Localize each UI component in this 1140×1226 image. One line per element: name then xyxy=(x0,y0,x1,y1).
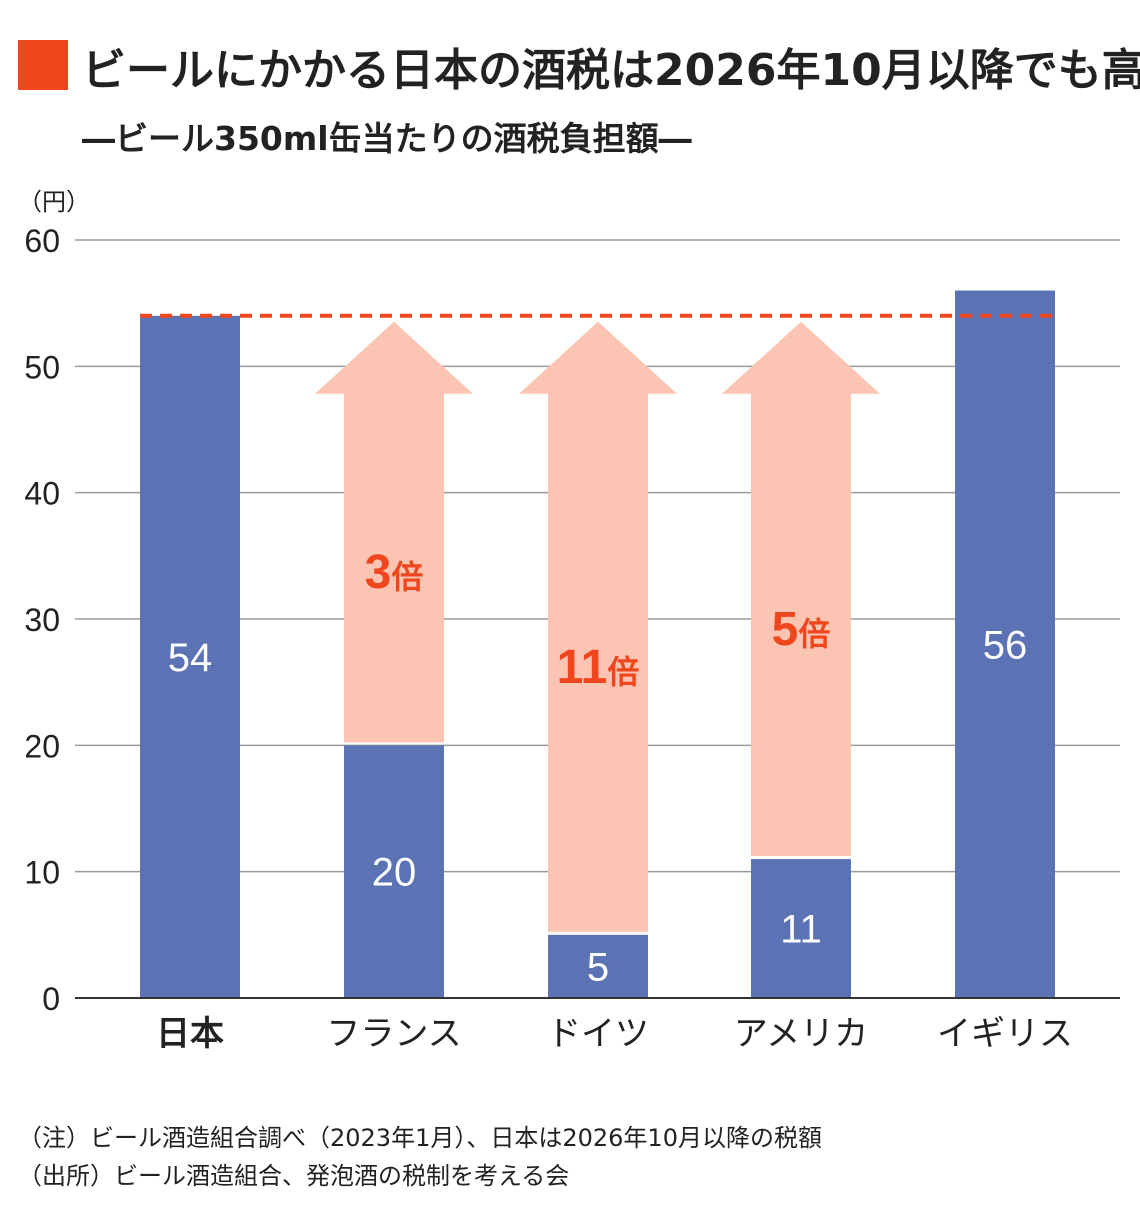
multiplier-label: 11倍 xyxy=(557,641,640,694)
chart-title: ビールにかかる日本の酒税は2026年10月以降でも高い xyxy=(82,45,1140,96)
bar xyxy=(751,859,851,998)
y-tick-label: 60 xyxy=(24,223,60,259)
y-tick-label: 30 xyxy=(24,602,60,638)
x-tick-label: 日本 xyxy=(156,1015,224,1053)
bar xyxy=(140,315,240,998)
increase-arrow xyxy=(519,321,677,932)
bar-chart: （円） 0 10 20 30 40 50 60 3倍 11倍 5倍 54 20 5 11 56 日本 フランス ドイ… xyxy=(18,189,1120,1053)
x-tick-label: アメリカ xyxy=(734,1015,868,1053)
y-tick-label: 50 xyxy=(24,349,60,385)
y-tick-label: 0 xyxy=(42,981,60,1017)
data-label: 56 xyxy=(983,623,1028,667)
multiplier-label: 5倍 xyxy=(772,603,831,656)
data-label: 20 xyxy=(372,851,417,895)
y-tick-label: 10 xyxy=(24,855,60,891)
chart-note: （注）ビール酒造組合調べ（2023年1月）、日本は2026年10月以降の税額 xyxy=(18,1124,822,1152)
y-tick-label: 20 xyxy=(24,728,60,764)
x-tick-label: イギリス xyxy=(937,1015,1073,1053)
y-tick-label: 40 xyxy=(24,476,60,512)
increase-arrow xyxy=(315,321,473,743)
bar xyxy=(955,290,1055,998)
chart-subtitle: ―ビール350ml缶当たりの酒税負担額― xyxy=(82,119,692,158)
x-tick-label: ドイツ xyxy=(547,1015,649,1053)
bar xyxy=(548,934,648,998)
bar xyxy=(344,745,444,998)
chart-source: （出所）ビール酒造組合、発泡酒の税制を考える会 xyxy=(18,1162,570,1190)
data-label: 11 xyxy=(780,908,822,952)
data-label: 5 xyxy=(587,945,609,989)
data-label: 54 xyxy=(168,636,213,680)
increase-arrow xyxy=(722,321,880,857)
multiplier-label: 3倍 xyxy=(365,546,424,599)
x-tick-label: フランス xyxy=(326,1015,461,1053)
title-accent-square xyxy=(18,40,68,90)
y-axis-label: （円） xyxy=(18,189,90,216)
